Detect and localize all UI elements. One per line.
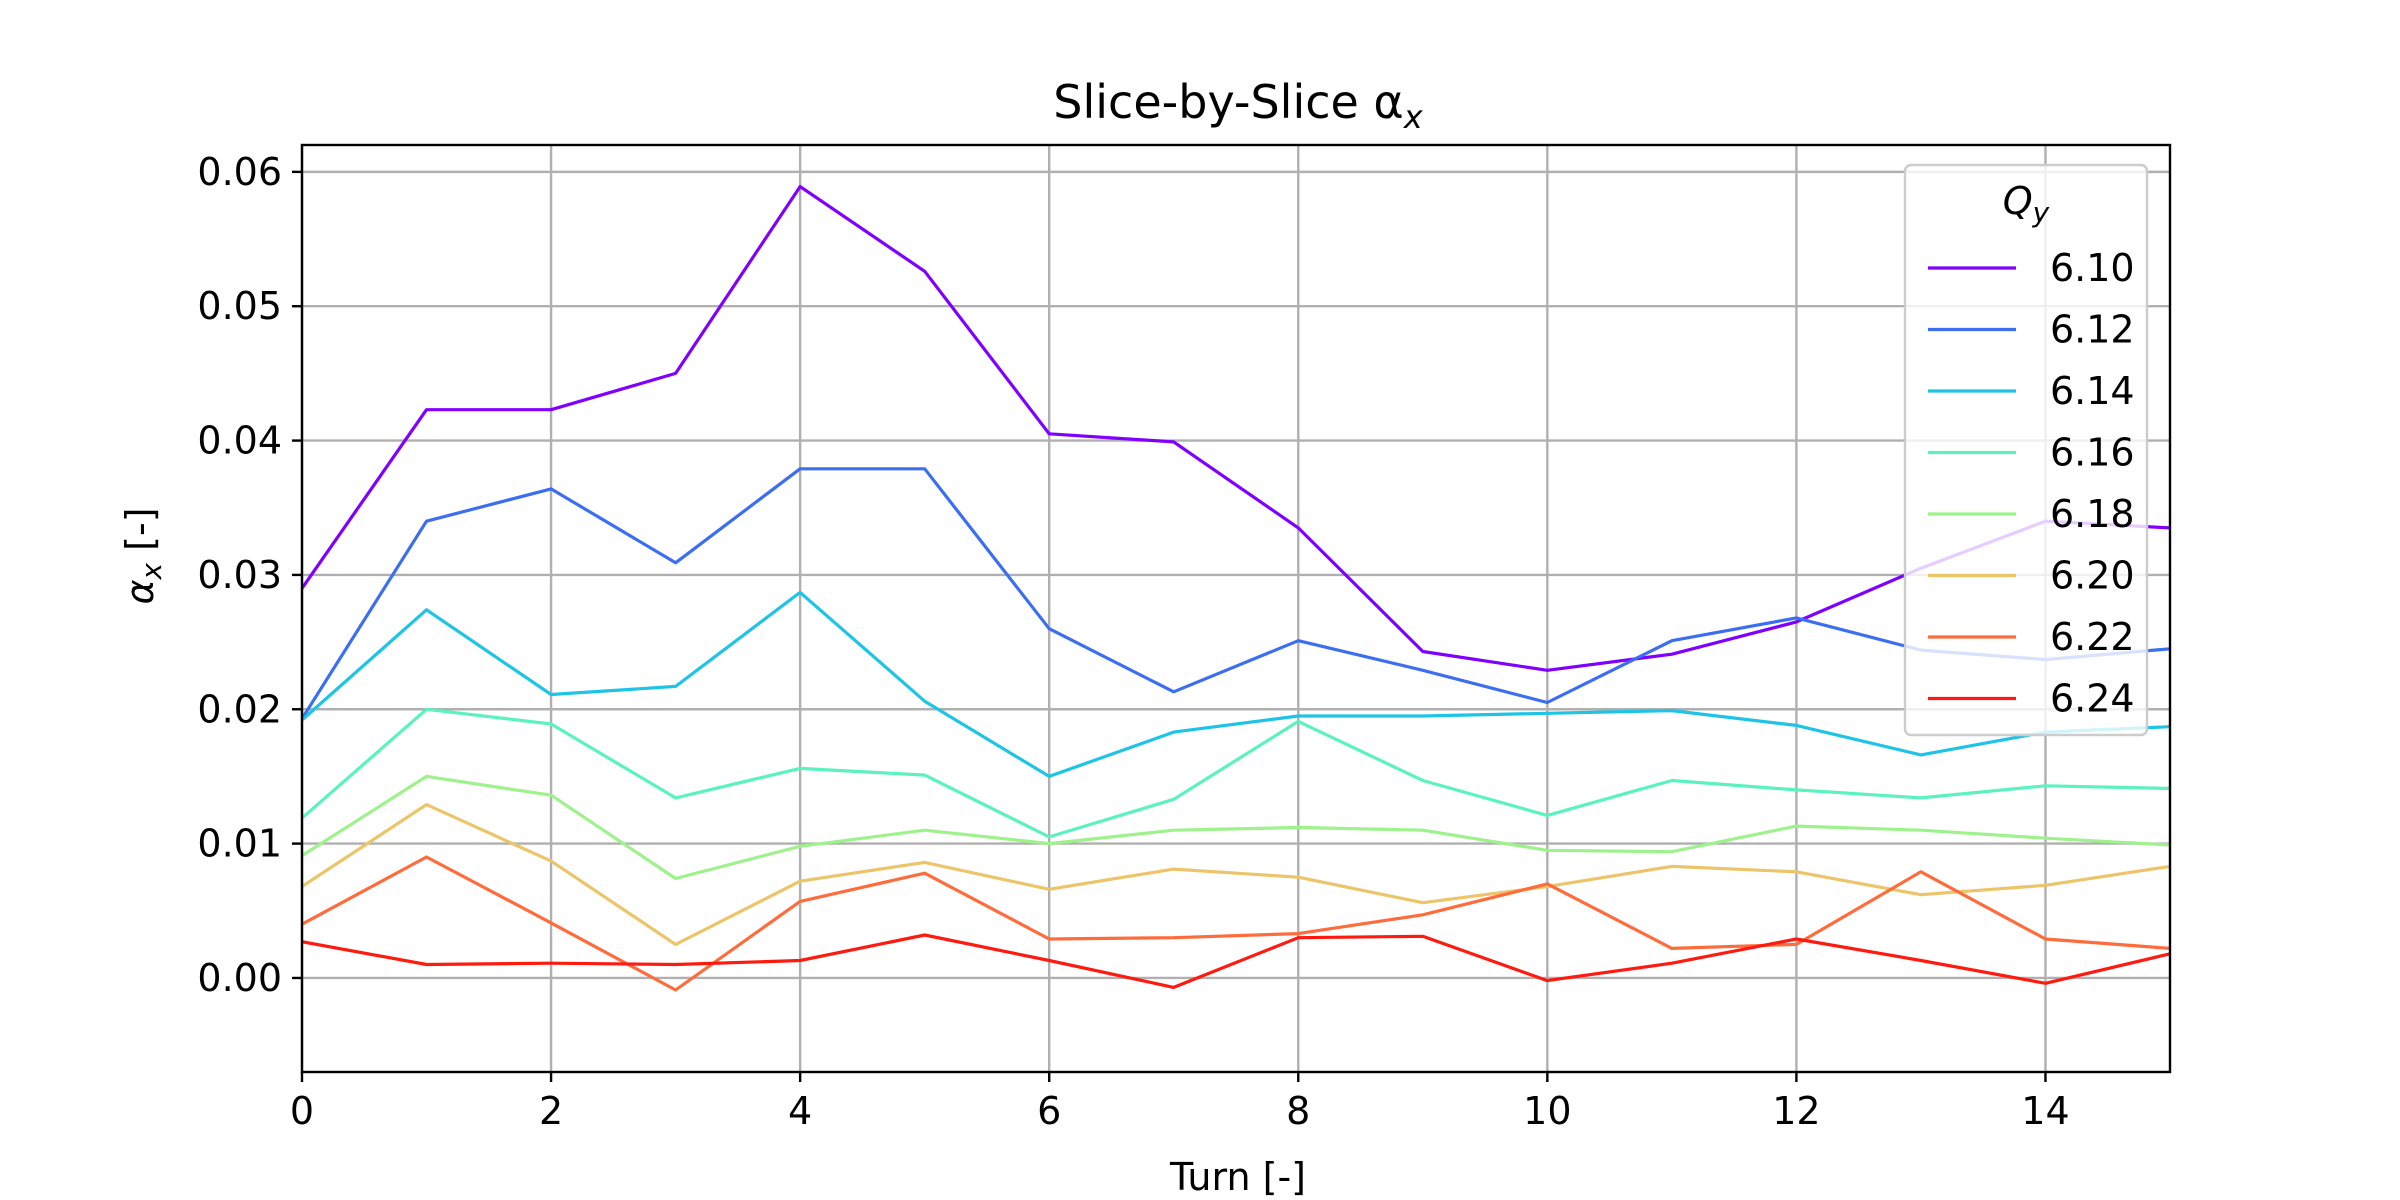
legend-label: 6.20 <box>2050 554 2135 598</box>
x-axis-label: Turn [-] <box>1169 1155 1306 1199</box>
series-line-6.10 <box>302 185 2170 672</box>
chart-title: Slice-by-Slice αx <box>1053 75 1423 136</box>
legend-label: 6.12 <box>2050 308 2135 352</box>
x-tick-label: 2 <box>539 1089 563 1133</box>
plot-frame <box>300 143 2172 1074</box>
legend-label: 6.22 <box>2050 615 2135 659</box>
y-tick-label: 0.00 <box>197 956 282 1000</box>
series-line-6.12 <box>302 467 2170 720</box>
y-tick-label: 0.02 <box>197 687 282 731</box>
legend-label: 6.16 <box>2050 431 2135 475</box>
series-line-6.22 <box>302 855 2170 992</box>
y-tick-label: 0.06 <box>197 150 282 194</box>
legend-label: 6.18 <box>2050 492 2135 536</box>
x-tick-label: 14 <box>2021 1089 2069 1133</box>
x-tick-label: 10 <box>1523 1089 1571 1133</box>
x-tick-label: 0 <box>290 1089 314 1133</box>
legend-title: Qy <box>2003 179 2050 229</box>
series-line-6.20 <box>302 802 2170 947</box>
legend-items: 6.10 6.12 6.14 6.16 6.18 6.20 6.22 6.24 <box>1928 246 2135 721</box>
series-lines <box>302 185 2170 992</box>
x-tick-label: 12 <box>1772 1089 1820 1133</box>
y-tick-label: 0.03 <box>197 553 282 597</box>
legend: Qy 6.10 6.12 6.14 6.16 6.18 6.20 6.22 6.24 <box>1903 163 2149 737</box>
series-line-6.24 <box>302 933 2170 990</box>
x-tick-label: 4 <box>788 1089 812 1133</box>
y-tick-label: 0.04 <box>197 419 282 463</box>
x-tick-label: 8 <box>1286 1089 1310 1133</box>
series-line-6.14 <box>302 590 2170 779</box>
y-tick-label: 0.05 <box>197 284 282 328</box>
x-axis-ticks: 0 2 4 6 8 10 12 14 <box>290 1072 2070 1133</box>
legend-label: 6.10 <box>2050 246 2135 290</box>
legend-label: 6.24 <box>2050 677 2135 721</box>
legend-box <box>1903 163 2149 737</box>
series-line-6.18 <box>302 774 2170 881</box>
y-tick-label: 0.01 <box>197 822 282 866</box>
y-axis-label: αx [-] <box>118 507 168 604</box>
x-tick-label: 6 <box>1037 1089 1061 1133</box>
legend-label: 6.14 <box>2050 369 2135 413</box>
series-line-6.16 <box>302 707 2170 839</box>
y-axis-ticks: 0.00 0.01 0.02 0.03 0.04 0.05 0.06 <box>197 150 302 1000</box>
